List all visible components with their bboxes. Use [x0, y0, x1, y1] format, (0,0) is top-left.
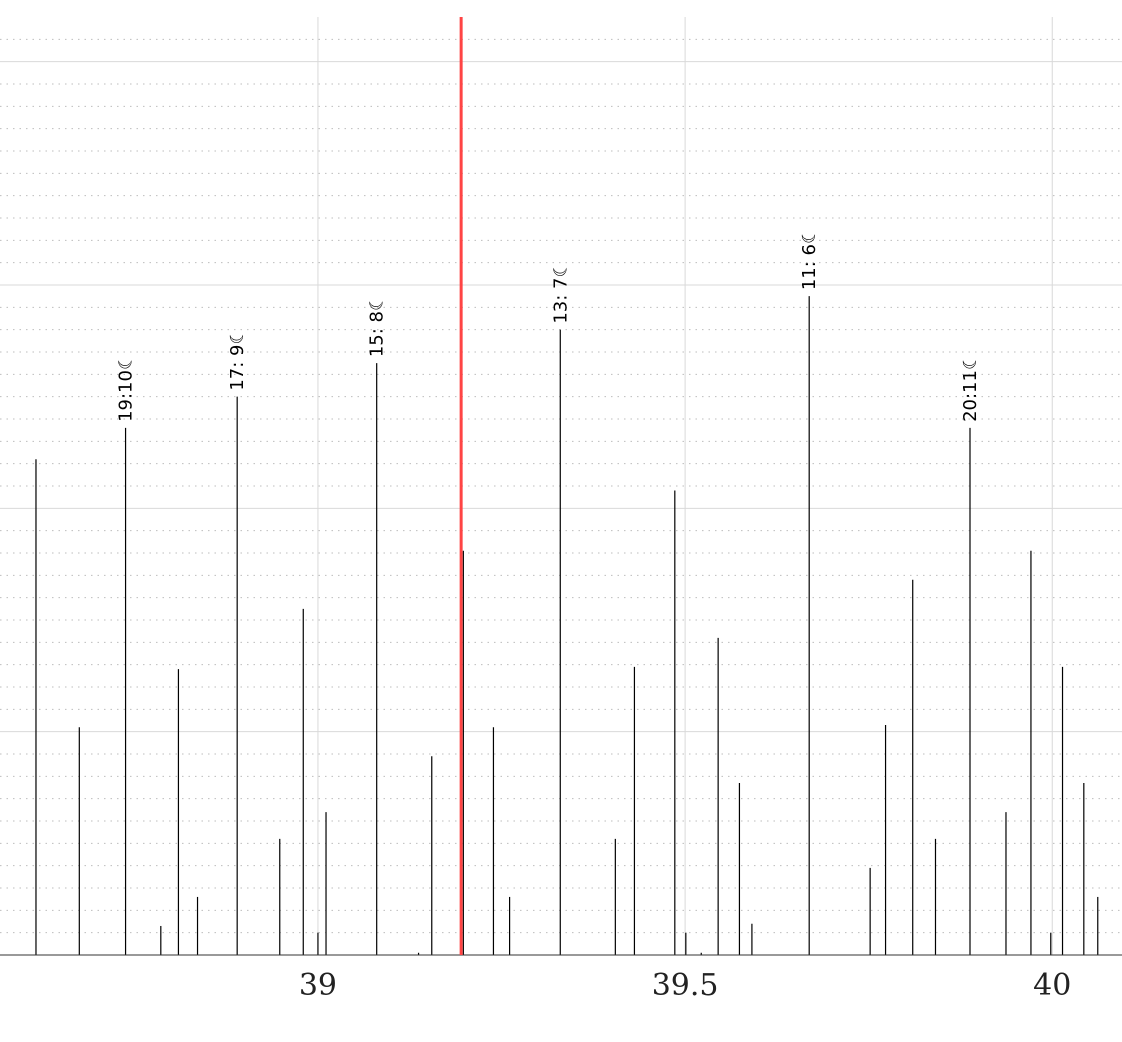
peak-label: 15: 8☾ [367, 295, 388, 357]
bars [35, 296, 1099, 955]
x-tick-label: 39.5 [652, 968, 719, 1003]
peak-label: 17: 9☾ [227, 328, 248, 390]
peak-label: 19:10☾ [116, 354, 137, 422]
peak-annotations: 19:10☾ 17: 9☾ 15: 8☾ 13: 7☾ 11: 6☾ 20:11☾ [116, 228, 981, 422]
peak-label: 20:11☾ [960, 354, 981, 422]
peak-label: 11: 6☾ [799, 228, 820, 290]
peak-label: 13: 7☾ [550, 261, 571, 323]
x-tick-label: 40 [1033, 968, 1071, 1003]
x-tick-labels: 39 39.5 40 [299, 968, 1071, 1003]
major-grid [0, 17, 1122, 955]
minor-grid [0, 38, 1122, 934]
x-tick-label: 39 [299, 968, 337, 1003]
